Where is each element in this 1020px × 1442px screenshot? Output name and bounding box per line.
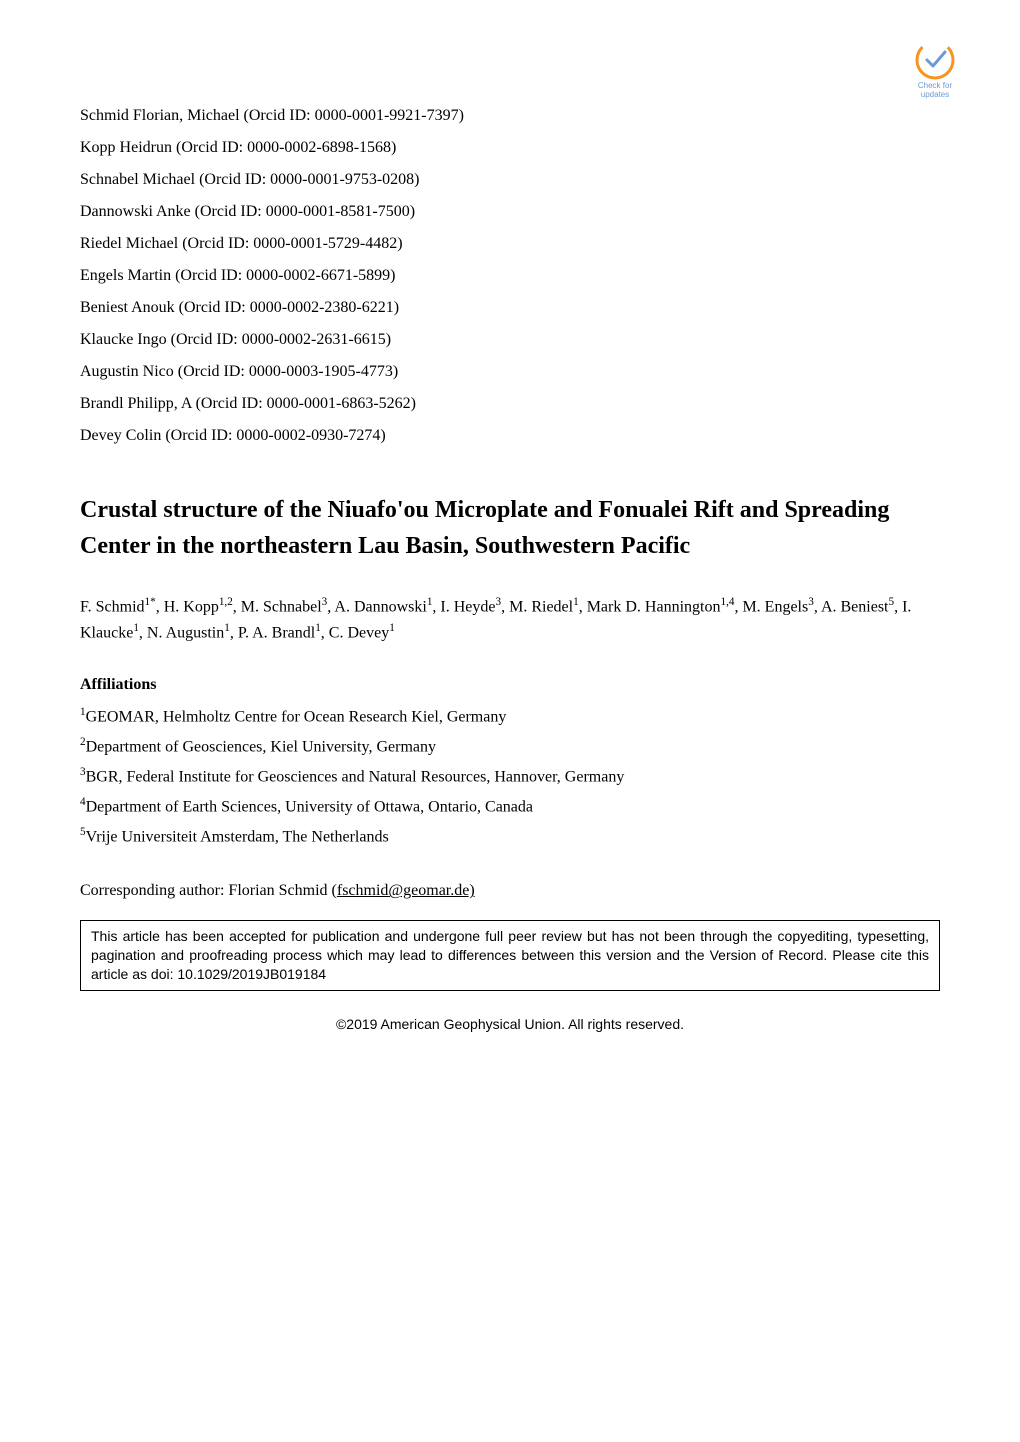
author-name: , I. Heyde [432, 598, 495, 615]
author-name: , N. Augustin [139, 624, 224, 641]
author-name: , A. Dannowski [327, 598, 427, 615]
orcid-entry: Augustin Nico (Orcid ID: 0000-0003-1905-… [80, 356, 940, 388]
affiliation-text: Department of Geosciences, Kiel Universi… [86, 738, 436, 755]
author-affil-sup: 1 [389, 622, 395, 634]
orcid-entry: Dannowski Anke (Orcid ID: 0000-0001-8581… [80, 196, 940, 228]
orcid-list: Schmid Florian, Michael (Orcid ID: 0000-… [80, 100, 940, 452]
author-name: F. Schmid [80, 598, 145, 615]
affiliation-entry: 2Department of Geosciences, Kiel Univers… [80, 732, 940, 762]
affiliation-entry: 4Department of Earth Sciences, Universit… [80, 792, 940, 822]
author-affil-sup: 1,4 [720, 596, 734, 608]
orcid-entry: Riedel Michael (Orcid ID: 0000-0001-5729… [80, 228, 940, 260]
author-name: , Mark D. Hannington [579, 598, 721, 615]
author-name: , M. Riedel [501, 598, 573, 615]
orcid-entry: Schnabel Michael (Orcid ID: 0000-0001-97… [80, 164, 940, 196]
check-updates-label: Check for updates [910, 82, 960, 100]
affiliations-heading: Affiliations [80, 676, 940, 694]
check-updates-icon [915, 40, 955, 80]
paper-title: Crustal structure of the Niuafo'ou Micro… [80, 492, 940, 564]
affiliation-entry: 5Vrije Universiteit Amsterdam, The Nethe… [80, 822, 940, 852]
affiliation-text: Department of Earth Sciences, University… [86, 799, 533, 816]
authors-list: F. Schmid1*, H. Kopp1,2, M. Schnabel3, A… [80, 594, 940, 646]
affiliation-entry: 1GEOMAR, Helmholtz Centre for Ocean Rese… [80, 702, 940, 732]
author-name: , A. Beniest [814, 598, 889, 615]
author-affil-sup: 1* [145, 596, 156, 608]
orcid-entry: Schmid Florian, Michael (Orcid ID: 0000-… [80, 100, 940, 132]
affiliation-text: GEOMAR, Helmholtz Centre for Ocean Resea… [86, 708, 507, 725]
orcid-entry: Devey Colin (Orcid ID: 0000-0002-0930-72… [80, 420, 940, 452]
orcid-entry: Kopp Heidrun (Orcid ID: 0000-0002-6898-1… [80, 132, 940, 164]
author-name: , H. Kopp [156, 598, 219, 615]
acceptance-notice-box: This article has been accepted for publi… [80, 920, 940, 991]
author-affil-sup: 1,2 [219, 596, 233, 608]
corresponding-author: Corresponding author: Florian Schmid (fs… [80, 882, 940, 900]
affiliations-section: Affiliations 1GEOMAR, Helmholtz Centre f… [80, 676, 940, 853]
corresponding-prefix: Corresponding author: Florian Schmid ( [80, 882, 337, 899]
author-name: , P. A. Brandl [230, 624, 315, 641]
orcid-entry: Klaucke Ingo (Orcid ID: 0000-0002-2631-6… [80, 324, 940, 356]
orcid-entry: Engels Martin (Orcid ID: 0000-0002-6671-… [80, 260, 940, 292]
author-name: , M. Engels [734, 598, 808, 615]
author-name: , C. Devey [321, 624, 389, 641]
check-updates-badge[interactable]: Check for updates [910, 40, 960, 100]
copyright-footer: ©2019 American Geophysical Union. All ri… [80, 1016, 940, 1032]
orcid-entry: Brandl Philipp, A (Orcid ID: 0000-0001-6… [80, 388, 940, 420]
author-name: , M. Schnabel [233, 598, 322, 615]
affiliation-text: BGR, Federal Institute for Geosciences a… [86, 768, 625, 785]
affiliation-entry: 3BGR, Federal Institute for Geosciences … [80, 762, 940, 792]
corresponding-email: fschmid@geomar.de) [337, 882, 475, 899]
orcid-entry: Beniest Anouk (Orcid ID: 0000-0002-2380-… [80, 292, 940, 324]
affiliation-text: Vrije Universiteit Amsterdam, The Nether… [86, 829, 389, 846]
